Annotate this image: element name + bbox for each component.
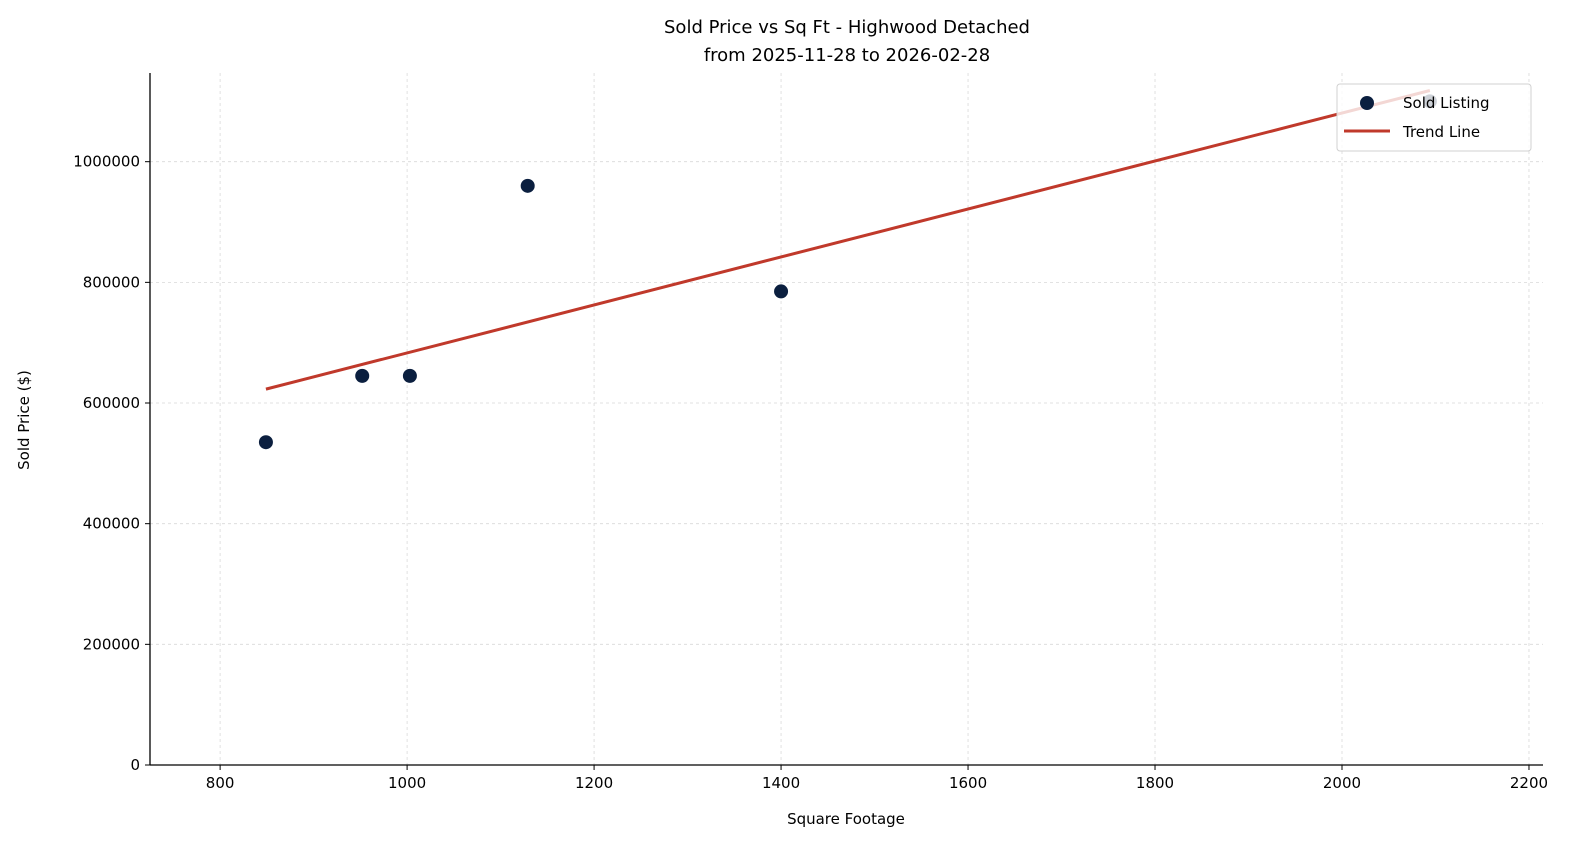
- y-tick-label: 1000000: [73, 153, 140, 171]
- legend-label-sold-listing: Sold Listing: [1403, 94, 1490, 112]
- x-axis-label: Square Footage: [787, 810, 905, 828]
- legend-box: [1336, 83, 1532, 152]
- y-tick-label: 0: [130, 756, 140, 774]
- x-tick-label: 2200: [1510, 774, 1548, 792]
- x-tick-label: 1200: [575, 774, 613, 792]
- axes: 800 1000 1200 1400 1600 1800 2000 2200 0 200000 40…: [73, 73, 1548, 792]
- x-tick-label: 1000: [388, 774, 426, 792]
- trend-line-group: [265, 89, 1431, 391]
- x-tick-label: 2000: [1323, 774, 1361, 792]
- data-point: [258, 435, 273, 450]
- grid: [150, 73, 1543, 765]
- legend: Sold Listing Trend Line: [1336, 83, 1532, 152]
- x-tick-label: 1400: [762, 774, 800, 792]
- y-axis-label: Sold Price ($): [15, 370, 33, 470]
- points-group: [258, 94, 1437, 450]
- trend-line: [265, 89, 1431, 391]
- y-tick-label: 200000: [83, 635, 140, 653]
- chart-title: Sold Price vs Sq Ft - Highwood Detached: [664, 17, 1030, 38]
- chart-subtitle: from 2025-11-28 to 2026-02-28: [704, 45, 990, 66]
- data-point: [355, 368, 370, 383]
- x-tick-label: 1600: [949, 774, 987, 792]
- data-point: [520, 178, 535, 193]
- x-tick-label: 800: [206, 774, 235, 792]
- y-tick-label: 600000: [83, 394, 140, 412]
- legend-label-trend-line: Trend Line: [1402, 123, 1480, 141]
- data-point: [774, 284, 789, 299]
- x-tick-label: 1800: [1136, 774, 1174, 792]
- y-tick-label: 400000: [83, 515, 140, 533]
- legend-marker-sold-listing: [1360, 96, 1374, 110]
- data-point: [402, 368, 417, 383]
- y-tick-label: 800000: [83, 273, 140, 291]
